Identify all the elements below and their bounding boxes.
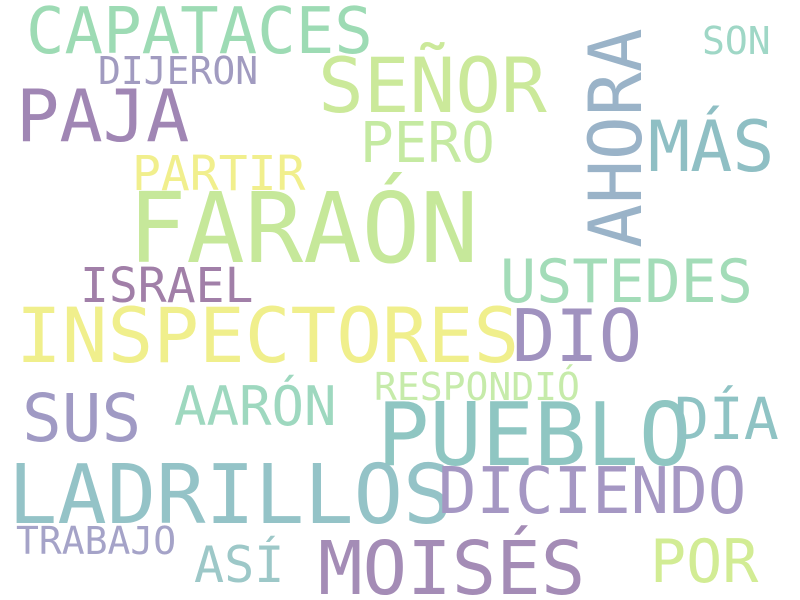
word-sus: SUS (22, 380, 142, 457)
word-son: SON (702, 19, 771, 63)
word-respondio: RESPONDIÓ (374, 365, 580, 409)
word-israel: ISRAEL (80, 258, 254, 314)
word-paja: PAJA (16, 74, 190, 158)
word-dio: DIO (512, 294, 643, 378)
word-por: POR (650, 527, 759, 597)
word-partir: PARTIR (132, 146, 306, 202)
word-dia: DÍA (674, 385, 779, 453)
word-mas: MÁS (648, 106, 775, 188)
word-pero: PERO (360, 111, 495, 176)
word-aaron: AARÓN (174, 375, 337, 438)
word-faraon: FARAÓN (128, 172, 479, 285)
word-ustedes: USTEDES (500, 247, 753, 317)
word-senor: SEÑOR (318, 41, 547, 130)
word-pueblo: PUEBLO (377, 384, 692, 486)
word-ahora: AHORA (574, 28, 659, 248)
word-inspectores: INSPECTORES (16, 291, 520, 380)
word-capataces: CAPATACES (26, 0, 373, 69)
word-asi: ASÍ (194, 536, 285, 594)
word-trabajo: TRABAJO (16, 519, 177, 563)
word-dijeron: DIJERON (98, 49, 259, 93)
word-ladrillos: LADRILLOS (8, 448, 453, 543)
word-moises: MOISÉS (318, 526, 586, 600)
word-diciendo: DICIENDO (438, 455, 747, 529)
